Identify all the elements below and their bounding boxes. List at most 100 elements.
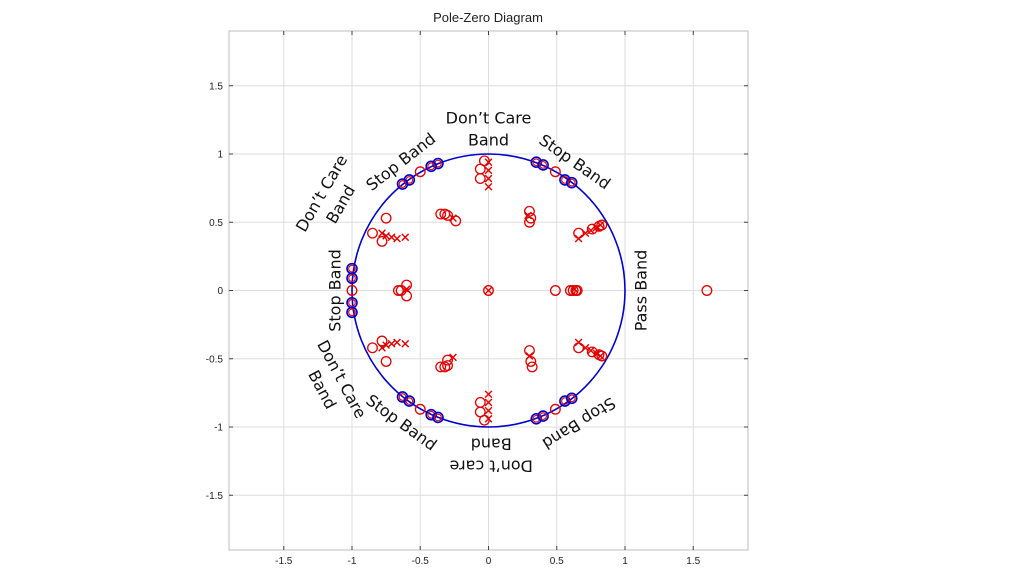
zero-marker [483,285,494,296]
zero-marker-inner [434,413,442,422]
y-tick-label: 0.5 [209,218,223,229]
zero-marker [392,285,404,296]
pole-marker [401,233,410,242]
pole-marker [581,229,590,238]
zero-marker [376,335,388,347]
zero-marker [549,285,561,296]
zero-marker-inner [348,308,356,317]
zero-marker [442,209,454,221]
pole-marker [574,338,583,347]
zero-marker [573,342,585,354]
pole-marker [574,234,583,243]
zero-marker [376,235,388,247]
zero-marker [435,361,447,373]
pole-marker [484,166,493,175]
pole-marker [484,182,493,191]
pole-marker [596,352,605,360]
x-tick-label: 0 [486,556,492,567]
pole-marker [586,346,595,355]
zero-marker-on-circle [346,306,358,319]
zero-marker-inner [567,394,576,403]
y-tick-label: 1 [217,150,223,161]
y-tick-label: -1.5 [206,491,224,502]
zero-marker-inner [405,397,414,405]
pole-marker [484,158,493,167]
pole-marker [484,406,493,415]
zero-marker [573,227,585,239]
pole-marker [525,352,534,360]
zero-marker-inner [348,264,356,273]
pole-marker [592,223,601,232]
zero-marker-inner [348,274,356,283]
zero-marker [401,290,413,302]
y-tick-label: 1.5 [209,81,223,92]
zero-marker [524,345,535,357]
zero-marker-on-circle [396,178,409,190]
zero-marker [367,342,378,354]
x-tick-label: -1 [348,556,357,567]
pole-marker [387,233,396,242]
zero-marker [474,406,486,418]
band-annotation-line: Band [468,130,509,149]
pole-marker [382,232,391,240]
band-annotation-line: Don’t care [450,456,533,475]
pole-marker [401,339,410,348]
x-tick-label: 1.5 [686,556,700,567]
pole-marker [449,353,457,362]
zero-marker-inner [398,180,407,188]
pole-marker [484,286,493,295]
pole-marker [592,349,601,358]
zero-marker-inner [567,178,576,187]
y-tick-label: -0.5 [206,354,224,365]
unit-circle [351,153,626,428]
pole-marker [484,174,493,183]
zero-marker-inner [427,162,436,171]
band-annotation: Don’t care Band [450,434,533,475]
zero-marker [442,354,454,366]
zero-marker [474,396,486,408]
zero-marker-inner [348,298,356,307]
zero-marker [596,350,608,362]
band-annotation-line: Stop Band [539,393,619,453]
zero-marker-on-circle [403,395,416,407]
pole-marker [402,285,411,294]
pole-marker [382,341,391,349]
y-tick-label: -1 [214,423,223,434]
pole-marker [524,211,532,220]
pole-marker [484,398,493,407]
zero-marker-on-circle [432,411,444,424]
pole-marker [393,338,401,347]
zero-marker-on-circle [565,176,578,189]
zero-marker-on-circle [537,410,549,422]
zero-marker [567,285,579,296]
zero-marker-on-circle [346,272,358,285]
pole-marker [449,214,457,223]
x-tick-label: -1.5 [275,556,293,567]
pole-marker [596,221,605,229]
zero-marker [435,208,447,220]
x-tick-label: -0.5 [412,556,430,567]
band-annotation-line: Stop Band [326,249,345,332]
x-tick-labels: -1.5 -1 -0.5 0 0.5 1 1.5 [275,556,701,567]
zero-marker-on-circle [537,159,549,171]
pole-marker [378,343,386,352]
band-annotation: Don’t CareBand [294,337,370,432]
zero-marker [549,166,561,178]
zero-marker [380,212,392,224]
pole-marker [378,229,386,238]
pole-marker [484,390,493,399]
pole-marker [570,285,579,294]
y-tick-labels: -1.5 -1 -0.5 0 0.5 1 1.5 [206,81,224,502]
x-tick-label: 0.5 [550,556,564,567]
zero-marker-inner [539,161,547,169]
zero-marker [474,163,486,175]
zero-marker [701,285,713,296]
zero-marker [474,173,486,185]
band-annotation: Stop Band [539,393,619,453]
pole-zero-markers [346,155,713,426]
pole-marker [586,226,595,235]
zero-marker-inner [539,412,547,420]
zero-marker-on-circle [425,160,437,173]
chart-title: Pole-Zero Diagram [433,10,543,25]
zero-marker [526,361,538,373]
